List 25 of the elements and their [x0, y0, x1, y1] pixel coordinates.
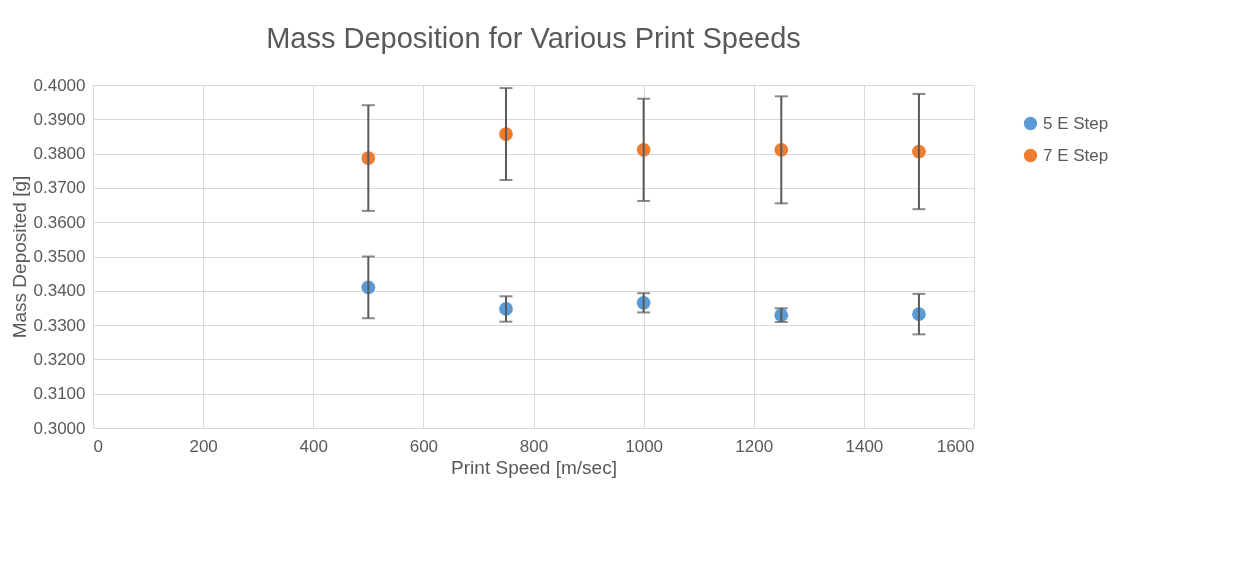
legend-label: 5 E Step — [1043, 113, 1109, 133]
y-axis-title: Mass Deposited [g] — [8, 175, 30, 339]
x-tick-label: 1000 — [625, 436, 664, 456]
y-tick-label: 0.3900 — [33, 109, 86, 129]
x-tick-label: 600 — [409, 436, 439, 456]
y-tick-label: 0.3700 — [33, 178, 86, 198]
legend-label: 7 E Step — [1043, 145, 1109, 165]
x-tick-label: 200 — [189, 436, 218, 456]
y-tick-label: 0.3200 — [33, 349, 86, 369]
x-tick-label: 1200 — [735, 436, 774, 456]
y-tick-label: 0.3800 — [33, 144, 86, 164]
y-tick-label: 0.4000 — [33, 75, 86, 95]
y-tick-label: 0.3300 — [33, 315, 86, 335]
y-tick-label: 0.3400 — [33, 281, 86, 301]
y-tick-label: 0.3600 — [33, 212, 86, 232]
chart-title: Mass Deposition for Various Print Speeds — [266, 22, 801, 54]
y-tick-label: 0.3500 — [33, 247, 86, 266]
x-tick-label: 1600 — [936, 436, 975, 456]
y-tick-label: 0.3000 — [33, 418, 86, 438]
x-tick-label: 1400 — [845, 436, 884, 456]
x-tick-label: 0 — [93, 436, 103, 456]
x-axis-title: Print Speed [m/sec] — [451, 456, 617, 478]
x-tick-label: 400 — [299, 436, 328, 456]
y-tick-label: 0.3100 — [33, 384, 86, 404]
x-tick-label: 800 — [519, 436, 549, 456]
